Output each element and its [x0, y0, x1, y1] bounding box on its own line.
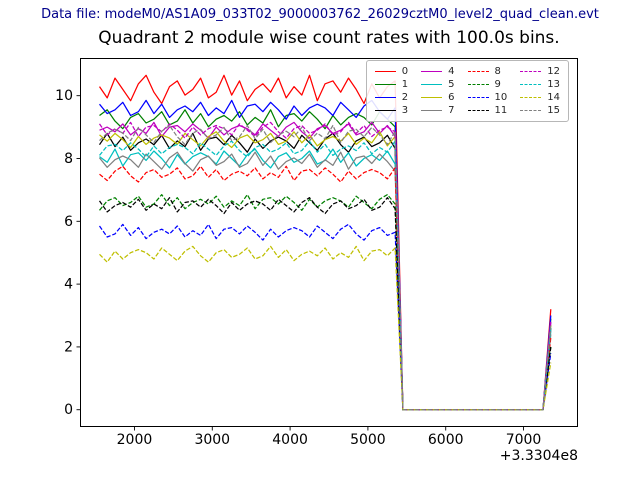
legend-item-label: 15 [547, 105, 560, 116]
legend-item-7: 7 [421, 104, 455, 117]
legend-item-3: 3 [374, 104, 409, 117]
legend-item-label: 12 [547, 66, 560, 77]
legend-line-sample [520, 71, 542, 72]
legend-item-label: 14 [547, 92, 560, 103]
series-line-2 [99, 99, 552, 411]
legend-item-2: 2 [374, 91, 409, 104]
legend-item-5: 5 [421, 78, 455, 91]
series-line-13 [99, 140, 552, 411]
legend-item-label: 2 [401, 92, 409, 103]
series-line-1 [99, 109, 552, 411]
series-line-5 [99, 148, 552, 411]
series-line-15 [99, 124, 552, 411]
x-axis-offset-label: +3.3304e8 [499, 448, 578, 464]
series-line-10 [98, 223, 552, 411]
y-tick-label: 10 [55, 88, 73, 104]
legend-item-label: 3 [401, 105, 409, 116]
legend-item-label: 7 [448, 105, 455, 116]
legend-item-1: 1 [374, 78, 409, 91]
y-tick-label: 8 [64, 151, 73, 167]
legend-line-sample [421, 71, 443, 72]
series-line-14 [99, 245, 552, 411]
legend-item-label: 9 [494, 79, 501, 90]
legend-line-sample [421, 84, 443, 85]
legend: 0 1 2 3 4 5 6 7 8 9 10 11 12 13 14 15 [365, 60, 569, 122]
y-tick-label: 4 [64, 277, 73, 293]
legend-item-12: 12 [520, 65, 560, 78]
legend-item-0: 0 [374, 65, 409, 78]
legend-item-6: 6 [421, 91, 455, 104]
legend-item-label: 10 [494, 92, 508, 103]
legend-line-sample [421, 97, 443, 98]
chart-title: Quadrant 2 module wise count rates with … [98, 28, 560, 48]
y-tick-label: 6 [64, 214, 73, 230]
series-line-9 [99, 193, 552, 411]
series-line-11 [98, 197, 552, 411]
series-line-8 [99, 165, 552, 411]
legend-item-10: 10 [467, 91, 508, 104]
legend-line-sample [374, 71, 396, 72]
legend-item-label: 5 [448, 79, 455, 90]
legend-line-sample [467, 110, 489, 111]
legend-line-sample [467, 97, 489, 98]
legend-item-label: 4 [448, 66, 455, 77]
legend-line-sample [467, 71, 489, 72]
y-tick-label: 2 [64, 339, 73, 355]
datafile-label: Data file: modeM0/AS1A09_033T02_90000037… [41, 7, 599, 22]
x-tick-label: 7000 [506, 432, 542, 448]
legend-item-11: 11 [467, 104, 508, 117]
legend-line-sample [421, 110, 443, 111]
legend-line-sample [520, 110, 542, 111]
y-tick-label: 0 [64, 402, 73, 418]
legend-item-9: 9 [467, 78, 508, 91]
x-tick-label: 4000 [272, 432, 308, 448]
x-tick-label: 3000 [194, 432, 230, 448]
legend-item-4: 4 [421, 65, 455, 78]
x-tick-label: 5000 [350, 432, 386, 448]
legend-item-13: 13 [520, 78, 560, 91]
legend-item-label: 0 [401, 66, 409, 77]
legend-line-sample [520, 84, 542, 85]
legend-line-sample [374, 84, 396, 85]
series-line-7 [99, 151, 552, 411]
x-tick-label: 2000 [117, 432, 153, 448]
legend-item-15: 15 [520, 104, 560, 117]
x-tick-label: 6000 [428, 432, 464, 448]
legend-line-sample [374, 97, 396, 98]
legend-item-label: 8 [494, 66, 501, 77]
legend-item-label: 13 [547, 79, 560, 90]
legend-line-sample [520, 97, 542, 98]
legend-line-sample [374, 110, 396, 111]
legend-item-label: 6 [448, 92, 455, 103]
legend-item-14: 14 [520, 91, 560, 104]
series-line-6 [99, 131, 552, 411]
legend-item-label: 11 [494, 105, 508, 116]
legend-item-8: 8 [467, 65, 508, 78]
axes-spines [80, 58, 578, 427]
legend-line-sample [467, 84, 489, 85]
legend-item-label: 1 [401, 79, 409, 90]
